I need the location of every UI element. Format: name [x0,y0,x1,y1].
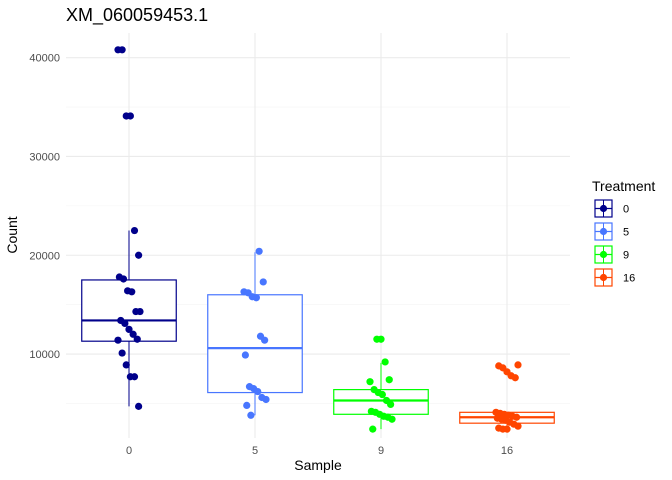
box-iqr [207,294,303,394]
data-point [133,335,141,343]
data-point [129,330,137,338]
data-point [119,275,128,283]
x-tick-labels: 0 5 9 16 [126,445,513,457]
data-point [241,351,249,359]
data-point [261,336,269,344]
data-point [121,319,129,328]
data-point [262,395,270,404]
y-tick-label: 30000 [29,151,60,163]
legend-title: Treatment [592,178,655,194]
legend-label: 0 [623,204,629,216]
x-axis-title: Sample [294,457,342,473]
data-point [135,251,143,259]
y-tick-labels: 10000 20000 30000 40000 [29,53,60,361]
legend-label: 9 [623,250,629,262]
legend-key-point [599,250,608,259]
data-point [388,415,396,423]
y-tick-label: 20000 [29,250,60,262]
data-point [255,247,263,255]
legend-label: 16 [623,273,635,285]
boxes [81,230,555,430]
points [114,46,522,433]
data-point [385,376,393,384]
data-point [128,288,136,296]
data-point [381,358,389,366]
data-point [259,278,267,286]
x-tick-label: 5 [252,445,258,457]
legend-key [594,199,613,218]
grid [66,33,570,438]
data-point [377,335,385,343]
y-tick-label: 10000 [29,349,60,361]
data-point [511,374,519,382]
data-point [387,400,395,409]
data-point [369,425,377,433]
data-point [366,378,374,386]
y-axis-title: Count [4,216,20,253]
chart-title: XM_060059453.1 [66,5,208,26]
legend-key-point [599,227,608,236]
y-tick-label: 40000 [29,53,60,65]
data-point [122,361,130,369]
legend: Treatment 0 5 9 16 [592,178,655,287]
data-point [130,373,139,381]
data-point [118,349,126,357]
data-point [513,413,521,421]
data-point [125,325,133,333]
x-tick-label: 9 [378,445,384,457]
data-point [114,336,122,344]
data-point [514,361,522,369]
data-point [243,401,251,410]
data-point [136,307,144,316]
data-point [378,390,386,399]
data-point [126,112,134,120]
data-point [130,226,139,235]
legend-key [594,222,613,241]
data-point [503,425,511,433]
legend-key [594,268,613,287]
data-point [135,402,143,410]
legend-key-point [599,273,608,282]
data-point [254,387,262,396]
data-point [247,411,255,419]
data-point [514,422,522,430]
x-tick-label: 0 [126,445,132,457]
legend-key-point [599,204,608,213]
x-tick-label: 16 [501,445,513,457]
data-point [118,46,126,54]
data-point [252,294,260,302]
legend-label: 5 [623,227,629,239]
legend-key [594,245,613,264]
